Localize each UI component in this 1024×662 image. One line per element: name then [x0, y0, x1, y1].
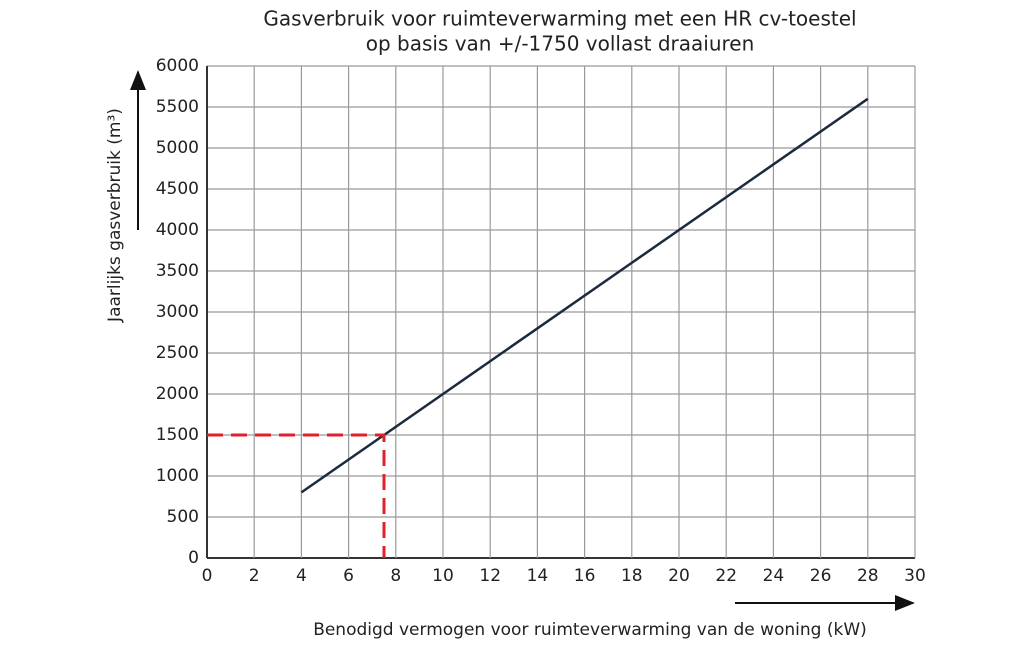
- x-tick-label: 22: [715, 566, 737, 586]
- x-tick-label: 10: [432, 566, 454, 586]
- x-axis-label: Benodigd vermogen voor ruimteverwarming …: [313, 620, 867, 640]
- x-tick-label: 30: [904, 566, 926, 586]
- x-tick-label: 16: [574, 566, 596, 586]
- x-tick-label: 8: [390, 566, 401, 586]
- y-tick-label: 0: [188, 548, 199, 568]
- y-tick-label: 3000: [156, 302, 199, 322]
- chart-title: Gasverbruik voor ruimteverwarming met ee…: [263, 7, 856, 31]
- y-tick-label: 1000: [156, 466, 199, 486]
- x-tick-label: 14: [527, 566, 549, 586]
- x-tick-label: 6: [343, 566, 354, 586]
- y-tick-label: 3500: [156, 261, 199, 281]
- x-tick-label: 4: [296, 566, 307, 586]
- y-tick-label: 500: [167, 507, 199, 527]
- data-line: [300, 97, 869, 494]
- y-tick-label: 6000: [156, 56, 199, 76]
- x-tick-label: 2: [249, 566, 260, 586]
- y-tick-label: 5000: [156, 138, 199, 158]
- x-tick-label: 20: [668, 566, 690, 586]
- y-tick-label: 4000: [156, 220, 199, 240]
- y-axis-label: Jaarlijks gasverbruik (m³): [105, 108, 125, 323]
- y-tick-label: 2000: [156, 384, 199, 404]
- x-tick-label: 0: [202, 566, 213, 586]
- x-tick-label: 26: [810, 566, 832, 586]
- reference-line: [207, 433, 386, 558]
- chart-subtitle: op basis van +/-1750 vollast draaiuren: [366, 32, 755, 56]
- y-tick-label: 4500: [156, 179, 199, 199]
- x-tick-label: 24: [763, 566, 785, 586]
- y-tick-label: 5500: [156, 97, 199, 117]
- y-tick-label: 2500: [156, 343, 199, 363]
- x-tick-label: 18: [621, 566, 643, 586]
- y-tick-label: 1500: [156, 425, 199, 445]
- x-tick-label: 12: [479, 566, 501, 586]
- x-tick-label: 28: [857, 566, 879, 586]
